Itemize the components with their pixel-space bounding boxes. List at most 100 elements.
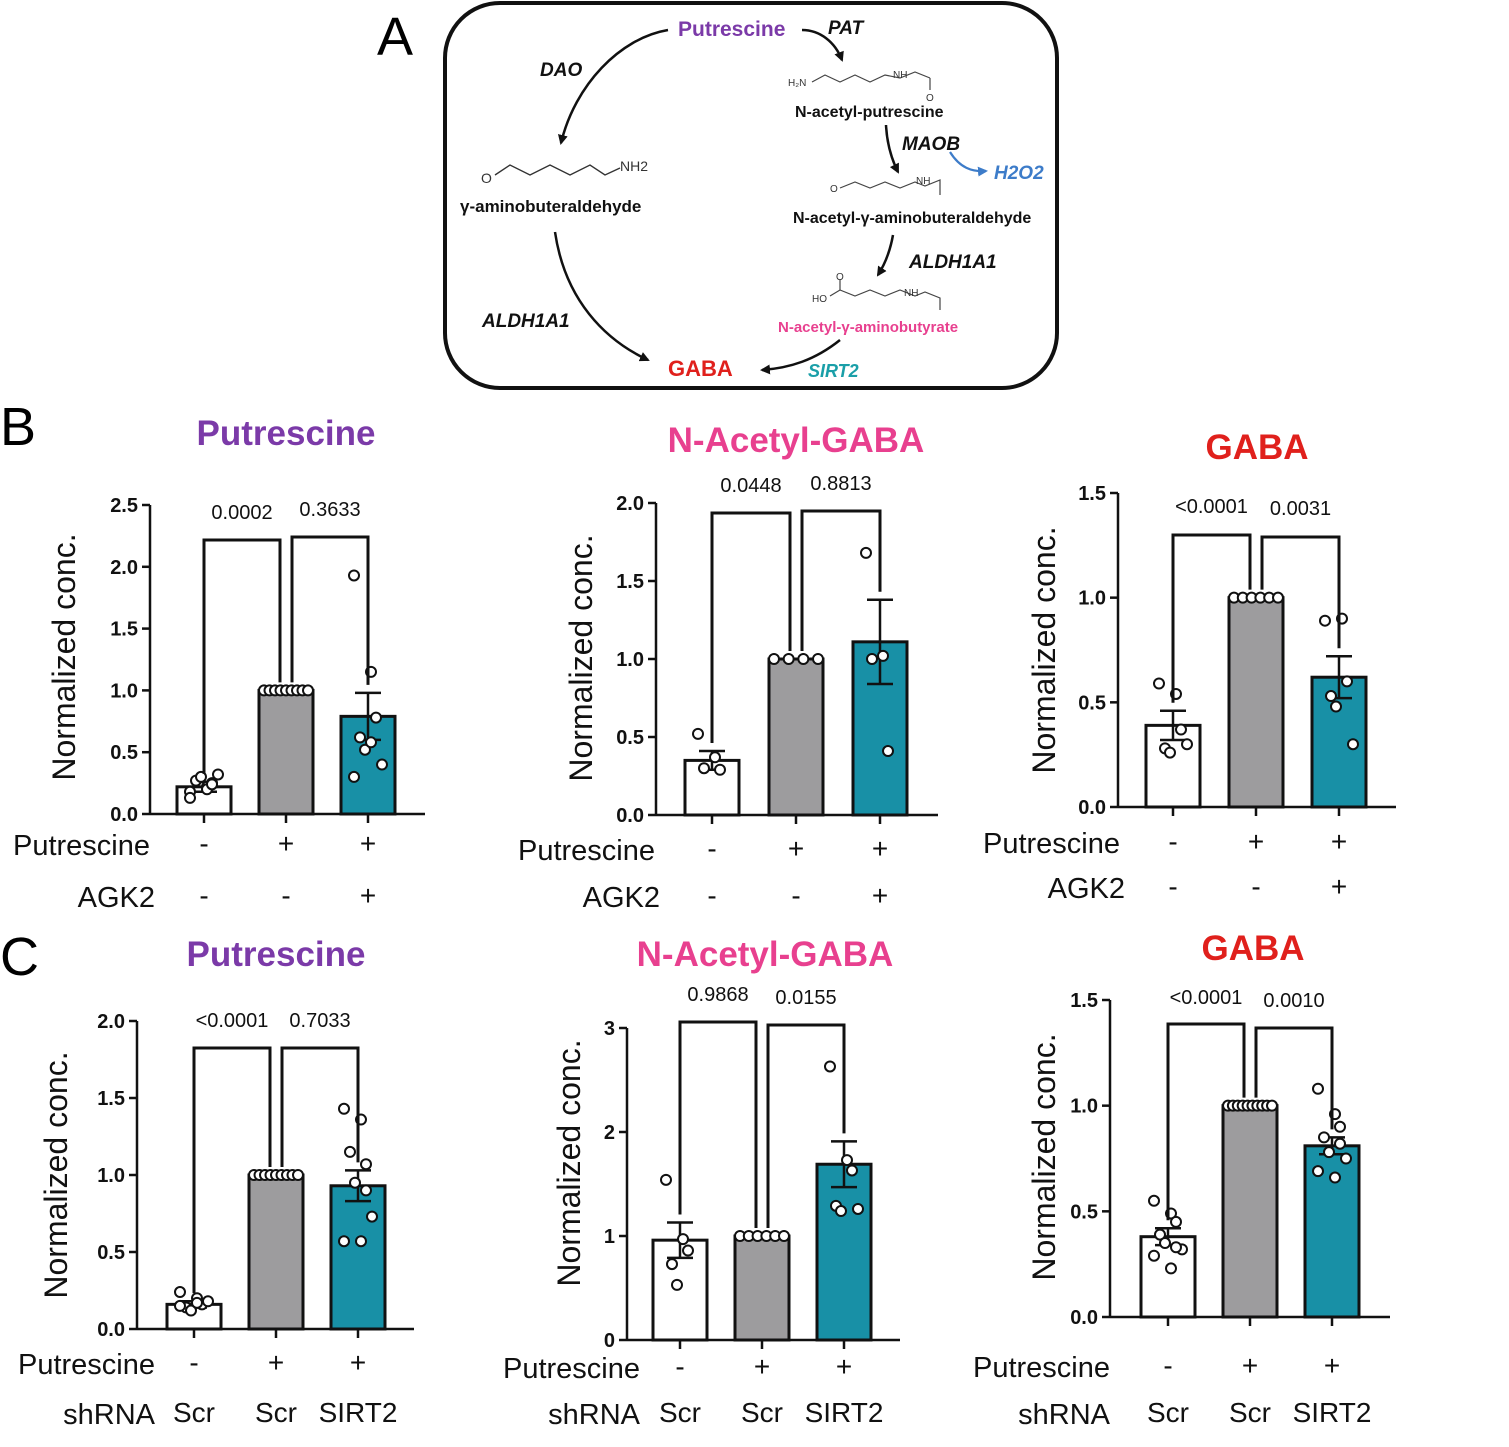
chart-4: N-Acetyl-GABA Normalized conc. 0 1 2 3 - Scr + Sc…: [503, 935, 900, 1431]
y-tick-label: 0.5: [1078, 692, 1106, 714]
condition-label: +: [1324, 1350, 1340, 1381]
data-point: [348, 770, 360, 783]
condition-label: +: [278, 828, 294, 859]
bar: [329, 1184, 387, 1331]
p-value-label: 0.0155: [775, 987, 836, 1009]
pathway-box: [443, 1, 1059, 390]
data-point: [1148, 1194, 1160, 1207]
bar: [247, 1173, 305, 1331]
data-point: [1341, 675, 1353, 688]
putrescine-label: Putrescine: [678, 18, 785, 41]
significance-bracket: [280, 1046, 360, 1167]
data-point: [370, 711, 382, 724]
data-point: [692, 727, 704, 740]
condition-label: -: [707, 880, 716, 911]
condition-label: +: [788, 833, 804, 864]
bar: [257, 688, 315, 816]
data-point: [292, 1169, 304, 1181]
data-point: [365, 736, 377, 749]
y-axis-label: Normalized conc.: [563, 534, 599, 781]
significance-bracket: [290, 535, 370, 685]
condition-label: -: [199, 828, 208, 859]
p-value-label: 0.9868: [687, 984, 748, 1006]
n-acetyl-gamma-aminobutyrate-label: N-acetyl-γ-aminobutyrate: [778, 319, 958, 336]
data-point: [768, 653, 780, 665]
condition-label: Scr: [173, 1397, 215, 1428]
data-point: [866, 653, 878, 665]
gamma-aminobuteraldehyde-structure: [494, 164, 621, 176]
data-point: [666, 1258, 678, 1271]
aldh1a1-left-label: ALDH1A1: [481, 311, 570, 332]
data-point: [360, 1158, 372, 1171]
chem-o-4: O: [836, 272, 844, 283]
n-acetyl-putrescine-label: N-acetyl-putrescine: [795, 104, 944, 121]
data-point: [852, 1202, 864, 1215]
condition-label: +: [268, 1347, 284, 1378]
y-axis-label: Normalized conc.: [1026, 526, 1062, 773]
condition-label: -: [1163, 1350, 1172, 1381]
chart-title: Putrescine: [197, 414, 376, 453]
data-point: [212, 768, 224, 781]
data-point: [202, 1295, 214, 1308]
data-point: [1312, 1165, 1324, 1178]
y-tick-label: 1.0: [1070, 1096, 1098, 1118]
charts-layer: Putrescine Normalized conc. 0.0 0.5 1.0 1.5 2.…: [13, 414, 1396, 1431]
data-point: [1175, 723, 1187, 736]
significance-bracket: [1166, 1022, 1246, 1221]
data-point: [195, 770, 207, 783]
data-point: [1347, 738, 1359, 751]
y-tick-label: 0.5: [1070, 1201, 1098, 1223]
chem-o-3: O: [830, 184, 838, 195]
data-point: [349, 1176, 361, 1189]
sirt2-arrow: [760, 339, 841, 375]
data-point: [354, 731, 366, 744]
condition-label: +: [836, 1351, 852, 1382]
condition-label: -: [707, 833, 716, 864]
data-point: [660, 1173, 672, 1186]
row-label: Putrescine: [13, 830, 150, 862]
bar: [767, 657, 825, 817]
panel-letter-a: A: [377, 7, 413, 67]
data-point: [709, 751, 721, 764]
data-point: [338, 1102, 350, 1115]
data-point: [1164, 746, 1176, 759]
chart-title: N-Acetyl-GABA: [668, 421, 925, 460]
data-point: [366, 1210, 378, 1223]
chart-1: N-Acetyl-GABA Normalized conc. 0.0 0.5 1.0 1.…: [518, 421, 938, 914]
data-point: [1170, 1241, 1182, 1254]
row-label: shRNA: [1018, 1399, 1111, 1431]
y-tick-label: 1.5: [616, 571, 644, 593]
y-tick-label: 1.5: [110, 619, 138, 641]
condition-label: SIRT2: [1293, 1397, 1372, 1428]
data-point: [1159, 1237, 1171, 1250]
p-value-label: 0.7033: [289, 1010, 350, 1032]
data-point: [671, 1278, 683, 1291]
condition-label: -: [675, 1351, 684, 1382]
p-value-label: 0.0448: [720, 475, 781, 497]
dao-label: DAO: [540, 60, 582, 81]
data-point: [1181, 738, 1193, 751]
y-axis-label: Normalized conc.: [1026, 1033, 1062, 1280]
y-tick-label: 1.0: [1078, 588, 1106, 610]
significance-bracket: [678, 1020, 758, 1228]
data-point: [174, 1286, 186, 1299]
y-tick-label: 0.0: [616, 805, 644, 827]
chem-nh-3: NH: [904, 288, 918, 299]
condition-label: -: [189, 1347, 198, 1378]
condition-label: +: [872, 833, 888, 864]
y-tick-label: 0.5: [97, 1242, 125, 1264]
gamma-aminobuteraldehyde-label: γ-aminobuteraldehyde: [460, 197, 641, 216]
significance-bracket: [202, 538, 282, 774]
data-point: [1170, 1215, 1182, 1228]
data-point: [174, 1299, 186, 1312]
bar: [815, 1162, 873, 1342]
chart-title: GABA: [1201, 929, 1304, 968]
p-value-label: 0.0002: [211, 502, 272, 524]
h2o2-label: H2O2: [994, 163, 1044, 184]
data-point: [797, 653, 810, 665]
aldh1a1-right-label: ALDH1A1: [908, 252, 997, 273]
aldh1a1-right-arrow: [876, 234, 895, 277]
row-label: Putrescine: [983, 828, 1120, 860]
condition-label: +: [350, 1347, 366, 1378]
